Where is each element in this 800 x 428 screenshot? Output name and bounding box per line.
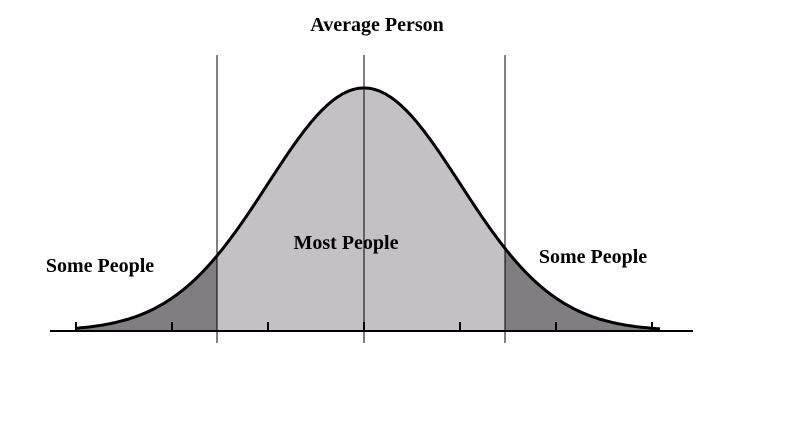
right-tail-area (505, 248, 660, 331)
left-tail-area (75, 255, 217, 331)
bell-curve (74, 86, 661, 331)
most-people-label: Most People (294, 232, 399, 254)
center-area (217, 88, 505, 331)
left-some-people-label: Some People (46, 255, 154, 277)
right-some-people-label: Some People (539, 246, 647, 268)
average-person-label: Average Person (310, 14, 443, 36)
